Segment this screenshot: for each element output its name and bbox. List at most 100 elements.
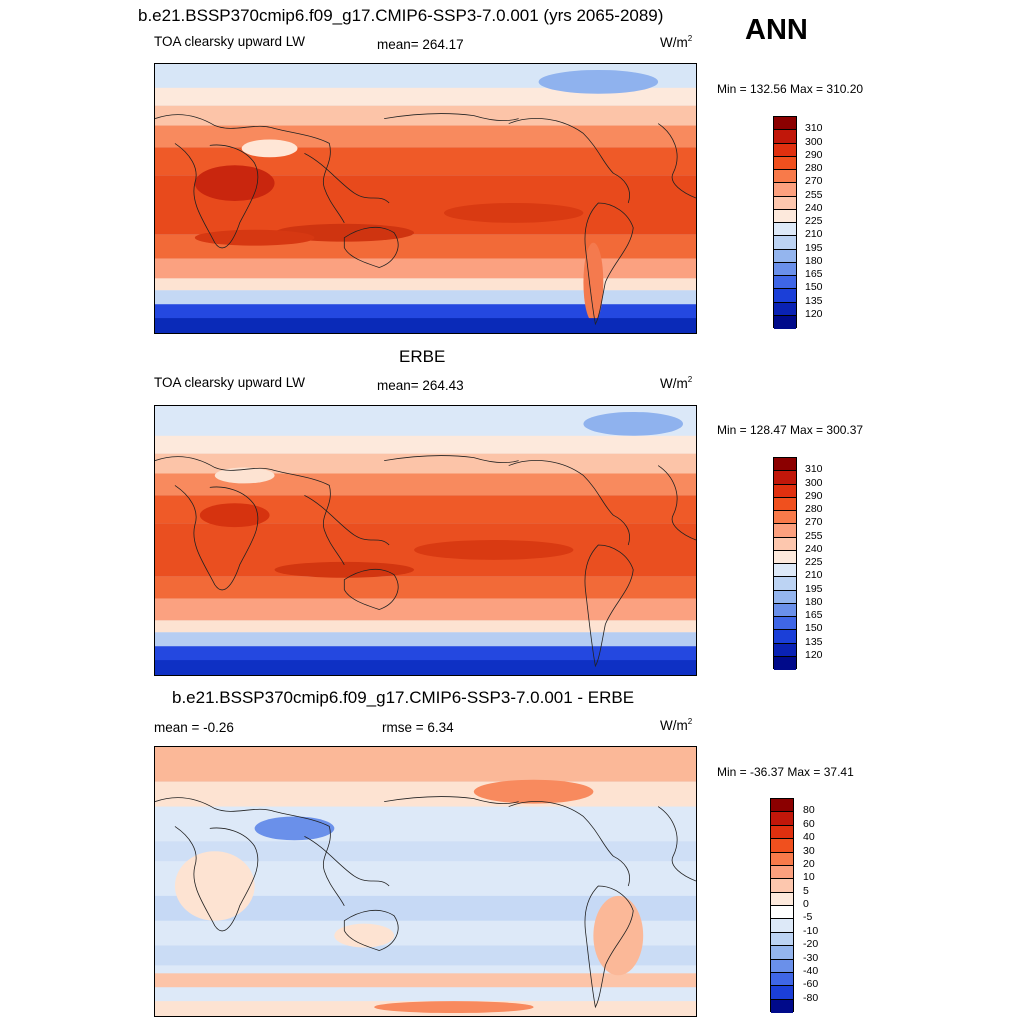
colorbar-segment	[774, 289, 796, 303]
panel2-map	[154, 405, 697, 676]
colorbar-tick-label: 225	[805, 215, 823, 227]
colorbar-tick-label: 120	[805, 307, 823, 320]
panel3-minmax-label: Min = -36.37 Max = 37.41	[717, 765, 854, 779]
colorbar-tick-label: -30	[803, 951, 819, 964]
panel2-colorbar	[773, 457, 797, 670]
colorbar-segment	[774, 603, 796, 617]
colorbar-tick-label: 150	[805, 281, 823, 294]
colorbar-segment	[771, 986, 793, 1000]
panel1-units-label: W/m2	[660, 34, 693, 50]
panel1-map	[154, 63, 697, 334]
colorbar-tick-label: 300	[805, 476, 823, 489]
colorbar-segment	[774, 143, 796, 157]
colorbar-segment	[771, 999, 793, 1013]
colorbar-segment	[774, 524, 796, 538]
colorbar-tick-label: 195	[805, 241, 823, 254]
colorbar-segment	[771, 906, 793, 920]
colorbar-segment	[774, 315, 796, 329]
colorbar-tick-label: 310	[805, 122, 823, 135]
colorbar-tick-label: 120	[805, 648, 823, 661]
colorbar-segment	[774, 458, 796, 472]
panel3-units-label: W/m2	[660, 717, 693, 733]
colorbar-segment	[774, 156, 796, 170]
colorbar-segment	[771, 825, 793, 840]
colorbar-segment	[774, 484, 796, 498]
colorbar-tick-label: 180	[805, 595, 823, 608]
colorbar-tick-label: 150	[805, 622, 823, 635]
colorbar-segment	[774, 537, 796, 551]
colorbar-tick-label: 30	[803, 844, 815, 857]
colorbar-tick-label: 0	[803, 898, 809, 910]
colorbar-tick-label: 240	[805, 542, 823, 555]
panel2-minmax-label: Min = 128.47 Max = 300.37	[717, 423, 864, 437]
colorbar-tick-label: 300	[805, 135, 823, 148]
colorbar-segment	[774, 564, 796, 578]
colorbar-tick-label: -5	[803, 911, 813, 924]
panel1-mean-label: mean= 264.17	[377, 37, 464, 52]
colorbar-tick-label: -40	[803, 964, 819, 977]
colorbar-tick-label: 180	[805, 254, 823, 267]
panel3-map	[154, 746, 697, 1017]
panel3-title: b.e21.BSSP370cmip6.f09_g17.CMIP6-SSP3-7.…	[172, 688, 635, 707]
colorbar-segment	[774, 249, 796, 263]
colorbar-segment	[774, 130, 796, 144]
colorbar-segment	[771, 959, 793, 973]
colorbar-tick-label: 240	[805, 201, 823, 214]
colorbar-tick-label: 135	[805, 635, 823, 648]
colorbar-tick-label: 255	[805, 188, 823, 201]
colorbar-segment	[771, 839, 793, 853]
colorbar-segment	[774, 183, 796, 197]
colorbar-tick-label: 280	[805, 162, 823, 174]
colorbar-segment	[774, 262, 796, 276]
colorbar-segment	[774, 590, 796, 604]
colorbar-segment	[774, 196, 796, 210]
colorbar-tick-label: 210	[805, 569, 823, 582]
panel2-mean-label: mean= 264.43	[377, 378, 464, 393]
colorbar-tick-label: 210	[805, 228, 823, 241]
colorbar-segment	[771, 946, 793, 960]
season-label: ANN	[745, 14, 808, 46]
colorbar-segment	[774, 117, 796, 131]
colorbar-tick-label: 270	[805, 175, 823, 188]
colorbar-tick-label: 280	[805, 503, 823, 515]
colorbar-segment	[771, 812, 793, 826]
colorbar-segment	[774, 656, 796, 670]
colorbar-segment	[774, 209, 796, 223]
panel1-minmax-label: Min = 132.56 Max = 310.20	[717, 82, 864, 96]
colorbar-tick-label: 165	[805, 609, 823, 621]
colorbar-tick-label: 310	[805, 463, 823, 476]
colorbar-segment	[771, 852, 793, 866]
colorbar-segment	[774, 223, 796, 237]
colorbar-tick-label: -20	[803, 938, 819, 951]
panel2-variable-label: TOA clearsky upward LW	[154, 375, 306, 390]
panel3-mean-label: mean = -0.26	[154, 720, 234, 735]
colorbar-tick-label: 5	[803, 884, 809, 897]
colorbar-segment	[774, 471, 796, 485]
colorbar-tick-label: 255	[805, 529, 823, 542]
colorbar-segment	[771, 865, 793, 880]
colorbar-segment	[774, 497, 796, 511]
colorbar-tick-label: 270	[805, 516, 823, 529]
colorbar-segment	[774, 236, 796, 250]
colorbar-tick-label: 165	[805, 268, 823, 280]
panel3-rmse-label: rmse = 6.34	[382, 720, 454, 735]
colorbar-tick-label: -10	[803, 924, 819, 937]
colorbar-segment	[771, 879, 793, 893]
colorbar-tick-label: 135	[805, 294, 823, 307]
colorbar-segment	[774, 577, 796, 591]
colorbar-segment	[771, 972, 793, 987]
colorbar-tick-label: 195	[805, 582, 823, 595]
panel2-title: ERBE	[399, 347, 446, 366]
colorbar-tick-label: 225	[805, 556, 823, 568]
colorbar-segment	[774, 170, 796, 184]
colorbar-segment	[774, 643, 796, 657]
panel1-colorbar	[773, 116, 797, 329]
colorbar-segment	[774, 302, 796, 316]
colorbar-segment	[774, 630, 796, 644]
colorbar-segment	[771, 919, 793, 933]
colorbar-tick-label: 80	[803, 804, 815, 817]
colorbar-tick-label: -80	[803, 991, 819, 1004]
colorbar-segment	[774, 550, 796, 564]
panel3-colorbar	[770, 798, 794, 1013]
colorbar-tick-label: 40	[803, 831, 815, 844]
